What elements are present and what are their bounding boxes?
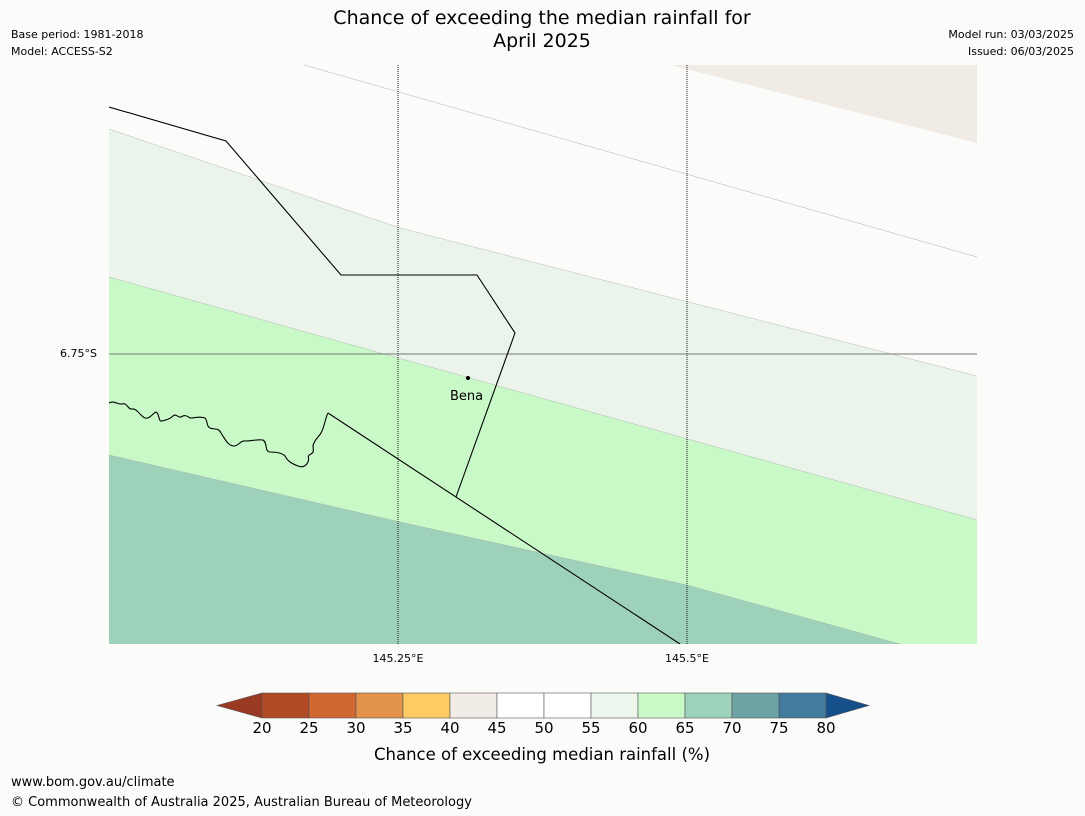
- colorbar-segment: [449, 692, 498, 719]
- colorbar-segment: [590, 692, 639, 719]
- colorbar-tick-label: 25: [299, 719, 319, 737]
- colorbar-tick-label: 80: [816, 719, 836, 737]
- colorbar-segment: [496, 692, 545, 719]
- colorbar-tick-label: 55: [581, 719, 601, 737]
- colorbar-segment: [355, 692, 404, 719]
- colorbar-segment: [684, 692, 733, 719]
- colorbar-segment: [261, 692, 310, 719]
- map-title: Chance of exceeding the median rainfall …: [242, 7, 842, 53]
- colorbar-segment: [778, 692, 827, 719]
- model-name: Model: ACCESS-S2: [11, 45, 113, 58]
- model-run: Model run: 03/03/2025: [948, 28, 1074, 41]
- contour-line: [109, 128, 977, 377]
- river-line: [109, 401, 329, 468]
- meta-right: Model run: 03/03/2025 Issued: 06/03/2025: [948, 26, 1074, 60]
- boundary-line: [327, 412, 681, 644]
- contour-line: [303, 65, 977, 258]
- colorbar-tick-label: 60: [628, 719, 648, 737]
- boundary-line: [109, 106, 516, 498]
- zone-40-45: [670, 65, 977, 143]
- colorbar-under-arrow: [215, 692, 263, 719]
- colorbar-tick-label: 65: [675, 719, 695, 737]
- base-period: Base period: 1981-2018: [11, 28, 144, 41]
- colorbar: [215, 692, 871, 719]
- lat-label: 6.75°S: [60, 347, 97, 360]
- colorbar-segment: [731, 692, 780, 719]
- colorbar-segment: [543, 692, 592, 719]
- colorbar-segment: [308, 692, 357, 719]
- colorbar-tick-label: 20: [252, 719, 272, 737]
- title-line2: April 2025: [493, 30, 591, 52]
- lon-label-2: 145.5°E: [665, 652, 709, 665]
- title-line1: Chance of exceeding the median rainfall …: [333, 7, 751, 29]
- colorbar-tick-label: 45: [487, 719, 507, 737]
- zone-65-70: [109, 455, 900, 644]
- lon-label-1: 145.25°E: [372, 652, 424, 665]
- colorbar-title: Chance of exceeding median rainfall (%): [373, 745, 711, 764]
- issued-date: Issued: 06/03/2025: [967, 45, 1074, 58]
- colorbar-tick-label: 75: [769, 719, 789, 737]
- place-label-bena: Bena: [450, 389, 484, 404]
- footer-copyright: © Commonwealth of Australia 2025, Austra…: [11, 795, 472, 810]
- place-marker: [466, 376, 470, 380]
- contour-line: [109, 276, 977, 521]
- colorbar-tick-label: 40: [440, 719, 460, 737]
- contour-line: [109, 454, 901, 644]
- colorbar-segment: [637, 692, 686, 719]
- colorbar-over-arrow: [825, 692, 871, 719]
- colorbar-tick-label: 30: [346, 719, 366, 737]
- colorbar-tick-label: 50: [534, 719, 554, 737]
- colorbar-tick-label: 35: [393, 719, 413, 737]
- footer-url[interactable]: www.bom.gov.au/climate: [11, 775, 175, 790]
- colorbar-tick-label: 70: [722, 719, 742, 737]
- meta-left: Base period: 1981-2018 Model: ACCESS-S2: [11, 26, 143, 60]
- colorbar-segment: [402, 692, 451, 719]
